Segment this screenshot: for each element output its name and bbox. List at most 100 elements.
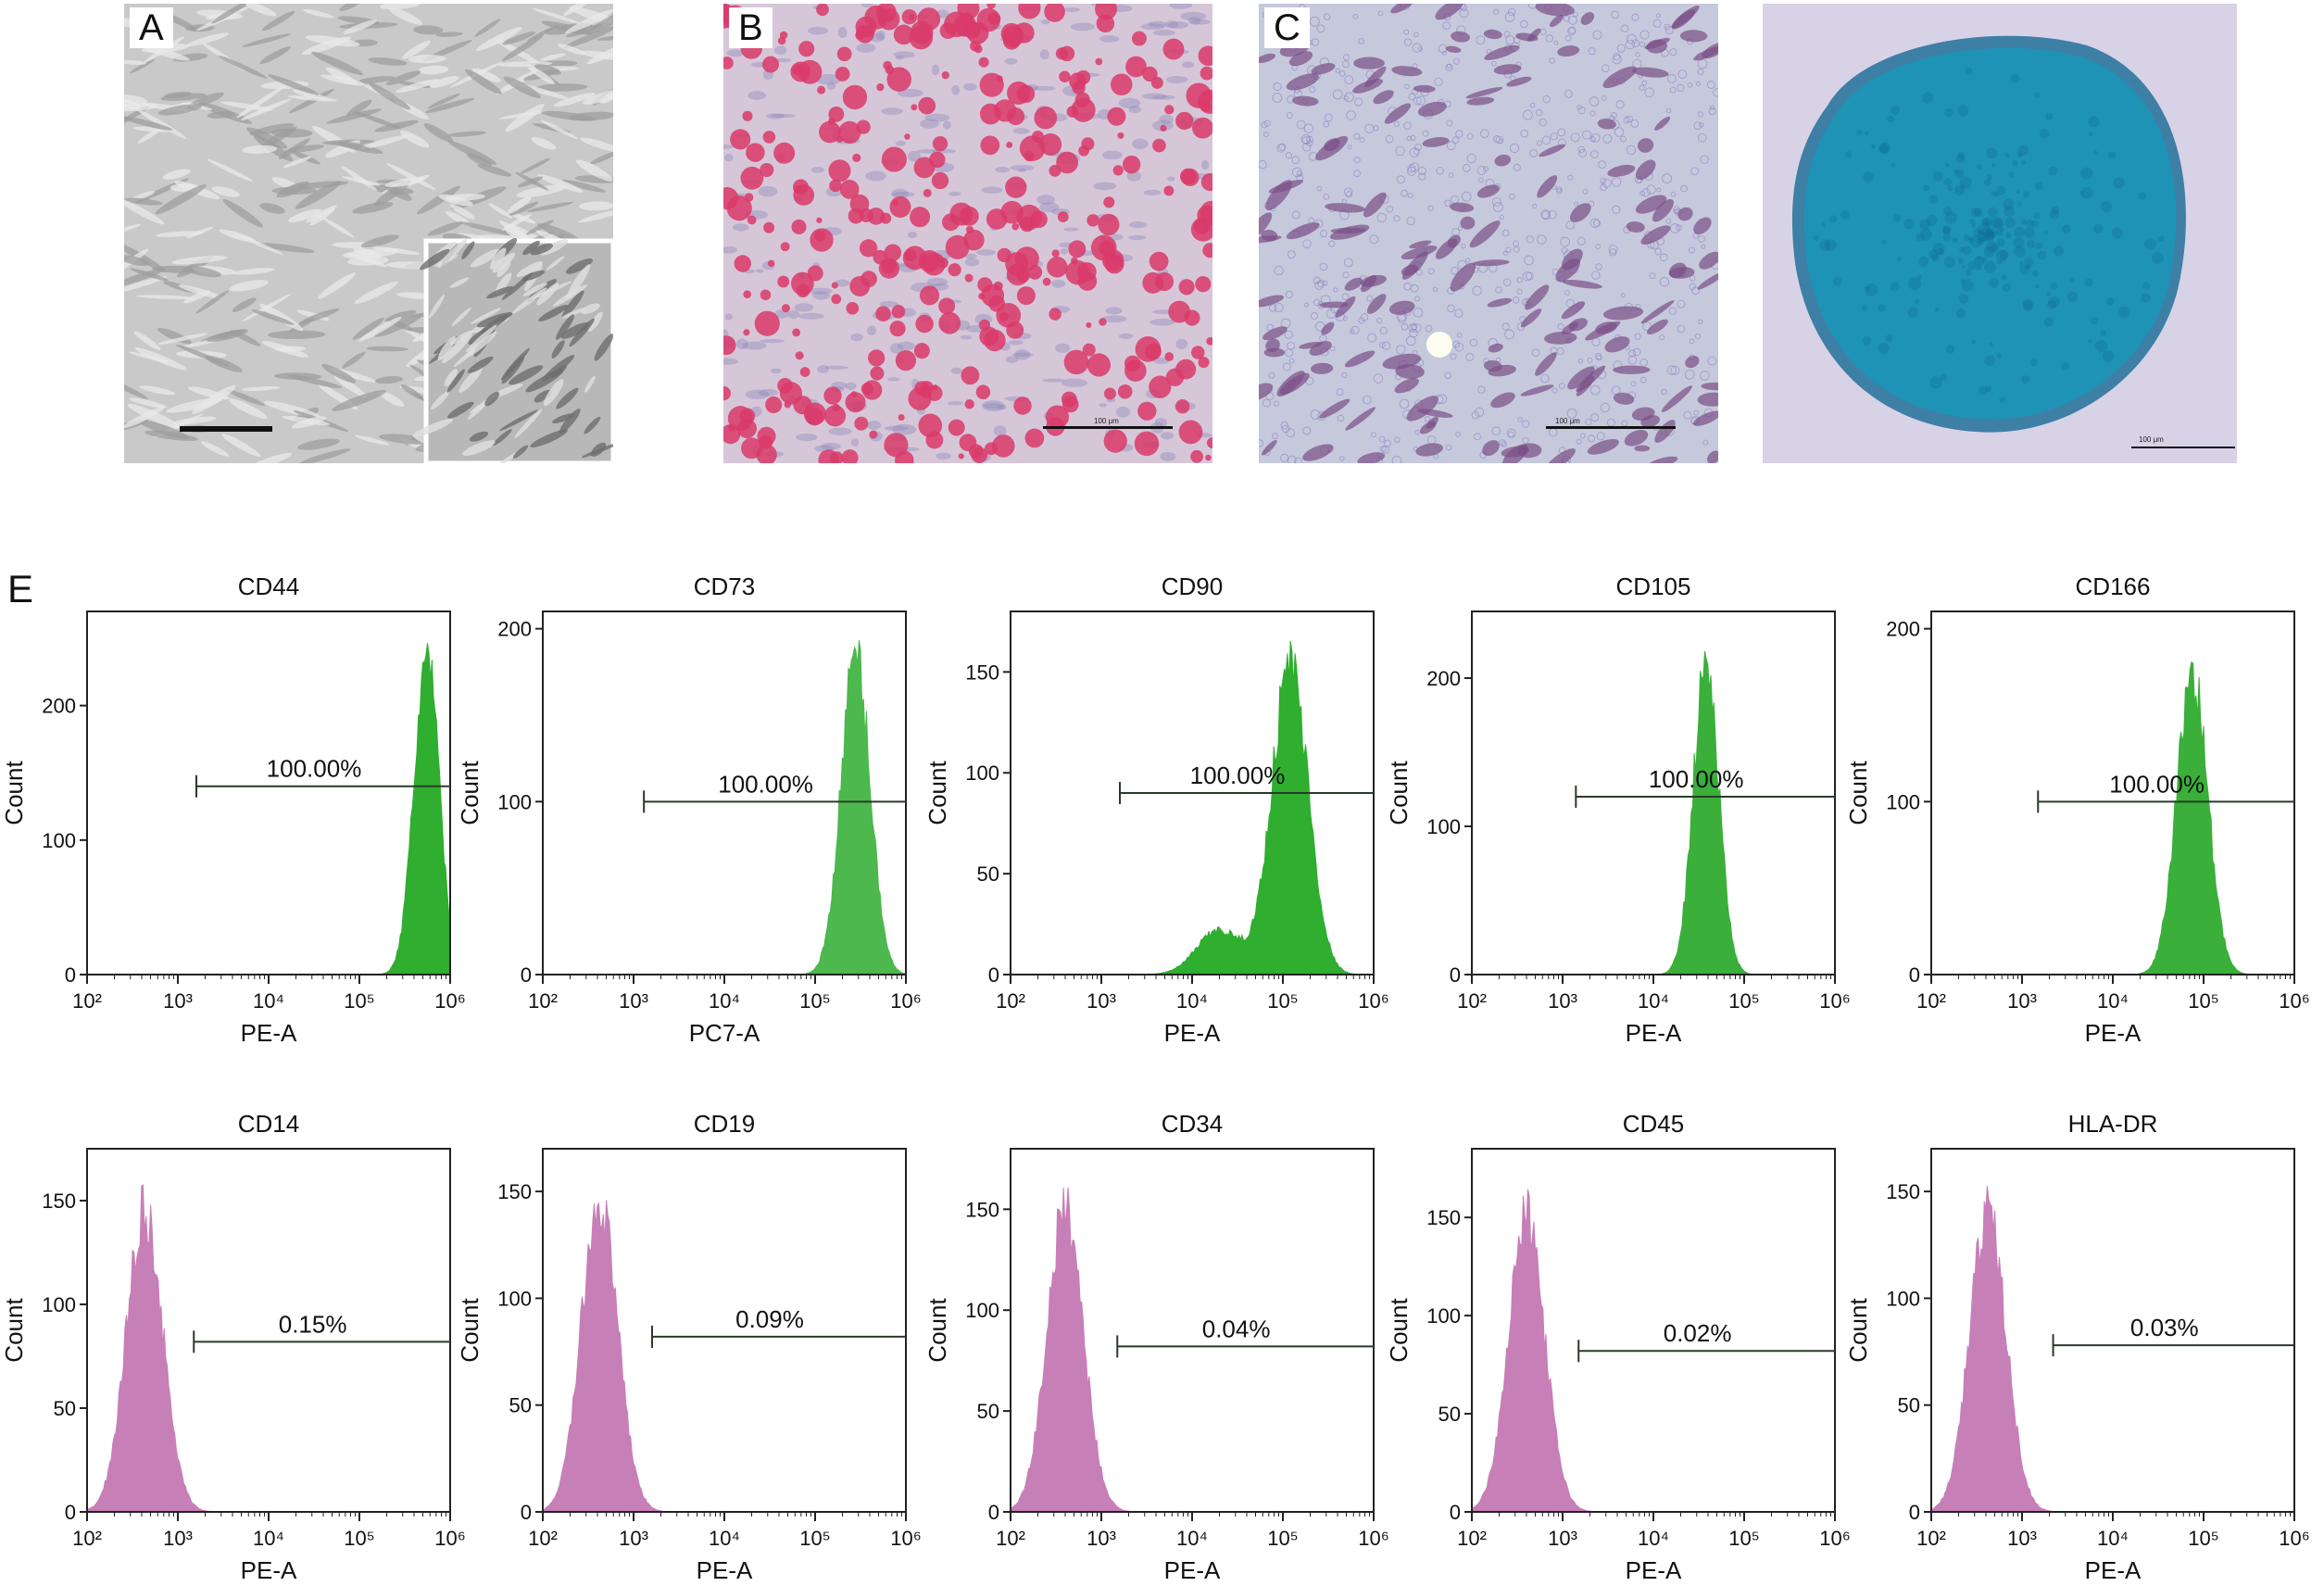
cell-ring xyxy=(1455,432,1461,437)
lipid-droplet xyxy=(1164,352,1175,361)
lipid-droplet xyxy=(870,366,885,381)
cell-ring xyxy=(1436,166,1444,175)
cell-ring xyxy=(1346,110,1356,120)
nucleus-shape xyxy=(951,84,961,95)
cell-ring xyxy=(1687,82,1693,88)
pellet-texture xyxy=(2050,282,2057,290)
nucleus-shape xyxy=(1039,202,1060,213)
cell-ring xyxy=(1669,223,1680,233)
cell-ring xyxy=(1407,192,1413,199)
cell-ring xyxy=(1376,212,1387,223)
pellet-texture xyxy=(2053,245,2065,257)
cell-ring xyxy=(1630,381,1637,387)
cell-shape xyxy=(292,89,330,101)
cell-shape xyxy=(597,35,613,41)
pellet-texture xyxy=(1960,278,1966,283)
nucleus-shape xyxy=(1175,338,1188,350)
x-tick-label: 10² xyxy=(1916,989,1946,1013)
cell-ring xyxy=(1517,417,1523,422)
y-tick-label: 100 xyxy=(1426,1304,1461,1328)
x-tick-label: 10⁴ xyxy=(1176,989,1208,1013)
cell-ring xyxy=(1580,433,1586,439)
lipid-droplet xyxy=(1144,343,1162,360)
y-tick-label: 200 xyxy=(42,695,76,718)
cell-ring xyxy=(1379,342,1386,348)
y-tick-label: 100 xyxy=(965,762,999,785)
lipid-droplet xyxy=(1206,437,1212,448)
cell-shape xyxy=(124,407,165,429)
pellet-texture xyxy=(2003,283,2012,293)
cell-ring xyxy=(1689,246,1696,254)
cell-shape xyxy=(417,185,460,215)
cell-ring xyxy=(1274,265,1284,276)
cell-ring xyxy=(1539,118,1548,127)
cell-shape xyxy=(576,159,613,182)
nucleus-shape xyxy=(724,153,734,162)
x-tick-label: 10⁶ xyxy=(1819,1527,1851,1550)
lipid-droplet xyxy=(948,263,961,277)
cell-ring xyxy=(1550,132,1558,141)
mineral-deposit xyxy=(1567,366,1595,390)
cell-ring xyxy=(1476,35,1486,45)
cell-ring xyxy=(1540,373,1550,384)
nucleus-shape xyxy=(1093,182,1117,191)
x-tick-label: 10⁵ xyxy=(2188,1527,2219,1550)
inset-cell-shape xyxy=(530,429,568,447)
lipid-droplet xyxy=(773,142,796,164)
lipid-droplet xyxy=(803,402,826,425)
cell-shape xyxy=(232,297,257,312)
lipid-droplet xyxy=(1195,276,1212,293)
nucleus-shape xyxy=(907,150,922,162)
cell-ring xyxy=(1259,159,1267,170)
cell-shape xyxy=(130,268,170,282)
pellet-texture xyxy=(1993,192,2000,197)
lipid-droplet xyxy=(841,449,859,463)
pellet-texture xyxy=(2069,276,2076,283)
cell-ring xyxy=(1268,371,1275,379)
cell-shape xyxy=(155,184,207,215)
cell-ring xyxy=(1542,94,1551,104)
cell-shape xyxy=(503,76,541,99)
cell-ring xyxy=(1613,53,1621,61)
cell-ring xyxy=(1677,324,1686,334)
cell-shape xyxy=(228,398,268,420)
cell-ring xyxy=(1529,102,1536,108)
lipid-droplet xyxy=(1086,321,1092,328)
chart-title: HLA-DR xyxy=(2068,1110,2158,1138)
cell-ring xyxy=(1662,173,1673,184)
cell-shape xyxy=(242,145,278,155)
cell-shape xyxy=(372,246,421,255)
mineral-deposit xyxy=(1263,347,1286,358)
pellet-texture xyxy=(2032,270,2040,277)
cell-ring xyxy=(1370,432,1376,438)
cell-shape xyxy=(578,201,613,211)
mineral-deposit xyxy=(1417,101,1447,117)
pellet-texture xyxy=(1981,218,1991,227)
cell-ring xyxy=(1451,266,1459,275)
mineral-deposit xyxy=(1302,444,1334,461)
cell-shape xyxy=(379,391,405,408)
cell-shape xyxy=(127,403,181,429)
mineral-deposit xyxy=(1576,365,1606,393)
cell-ring xyxy=(1639,358,1649,367)
nucleus-shape xyxy=(1180,11,1207,21)
y-tick-label: 0 xyxy=(1450,1501,1461,1524)
mineral-deposit xyxy=(1515,32,1539,42)
inset-cell-shape xyxy=(538,304,569,321)
pellet-texture xyxy=(1931,253,1940,262)
pellet-texture xyxy=(1985,230,1994,240)
cell-ring xyxy=(1634,333,1641,340)
cell-ring xyxy=(1473,433,1481,441)
cell-ring xyxy=(1302,426,1312,435)
pellet-texture xyxy=(1871,144,1877,149)
pellet-texture xyxy=(1979,229,1985,236)
lipid-droplet xyxy=(913,343,930,359)
nucleus-shape xyxy=(771,113,796,119)
lipid-droplet xyxy=(845,392,866,413)
nucleus-shape xyxy=(845,382,857,391)
mineral-deposit xyxy=(1626,221,1645,233)
cell-shape xyxy=(129,397,168,409)
pellet-texture xyxy=(1991,244,1999,252)
cell-shape xyxy=(366,346,409,352)
